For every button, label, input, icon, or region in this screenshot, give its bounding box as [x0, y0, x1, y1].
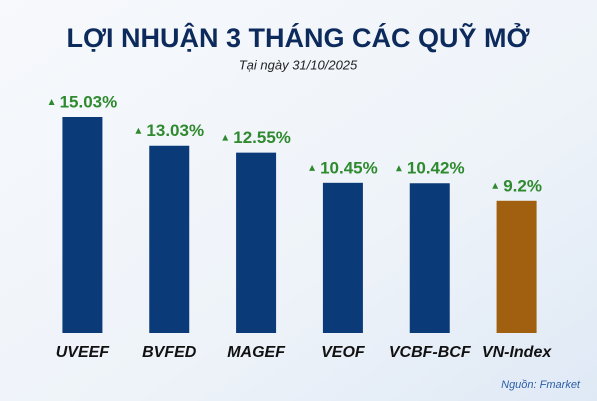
bar: [236, 152, 277, 333]
up-triangle: [395, 165, 402, 172]
x-tick-label: MAGEF: [227, 344, 286, 361]
chart-title: LỢI NHUẬN 3 THÁNG CÁC QUỸ MỞ: [66, 21, 529, 53]
bar: [409, 183, 450, 333]
up-triangle: [222, 134, 229, 141]
bar: [496, 200, 537, 333]
chart-subtitle: Tại ngày 31/10/2025: [239, 57, 358, 72]
source-note: Nguồn: Fmarket: [501, 379, 581, 391]
up-triangle: [492, 182, 499, 189]
value-label: 15.03%: [60, 92, 118, 111]
value-label: 10.42%: [407, 159, 465, 178]
x-tick-label: VCBF-BCF: [389, 344, 472, 361]
bar: [322, 182, 363, 333]
value-label: 10.45%: [320, 158, 378, 177]
bar: [62, 117, 103, 333]
bar: [149, 145, 190, 333]
up-triangle: [48, 99, 55, 105]
up-triangle: [135, 127, 142, 134]
up-triangle: [309, 164, 316, 171]
value-label: 13.03%: [146, 121, 204, 140]
x-tick-label: BVFED: [142, 344, 197, 361]
value-label: 9.2%: [503, 176, 542, 195]
value-label: 12.55%: [233, 128, 291, 147]
x-tick-label: VEOF: [321, 344, 366, 361]
x-tick-label: UVEEF: [56, 344, 111, 361]
x-tick-label: VN-Index: [482, 344, 552, 361]
